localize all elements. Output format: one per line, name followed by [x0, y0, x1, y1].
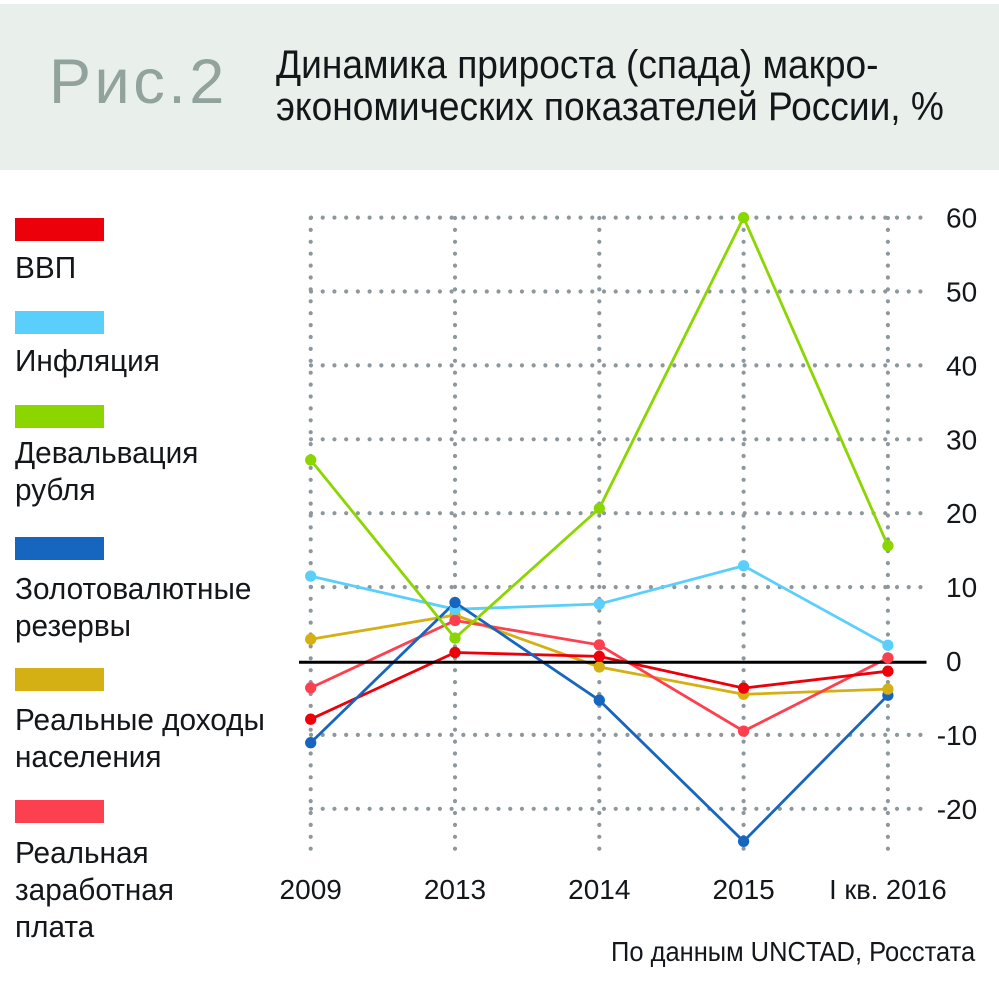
svg-text:I кв. 2016: I кв. 2016 [829, 874, 946, 905]
svg-text:10: 10 [946, 572, 977, 603]
svg-text:-20: -20 [937, 794, 977, 825]
svg-text:2014: 2014 [568, 874, 630, 905]
svg-text:-10: -10 [937, 720, 977, 751]
svg-text:0: 0 [946, 646, 962, 677]
svg-text:30: 30 [946, 424, 977, 455]
svg-text:40: 40 [946, 350, 977, 381]
svg-text:20: 20 [946, 498, 977, 529]
svg-text:2013: 2013 [424, 874, 486, 905]
svg-text:50: 50 [946, 277, 977, 308]
svg-text:60: 60 [946, 203, 977, 234]
svg-text:2015: 2015 [712, 874, 774, 905]
svg-text:2009: 2009 [280, 874, 342, 905]
